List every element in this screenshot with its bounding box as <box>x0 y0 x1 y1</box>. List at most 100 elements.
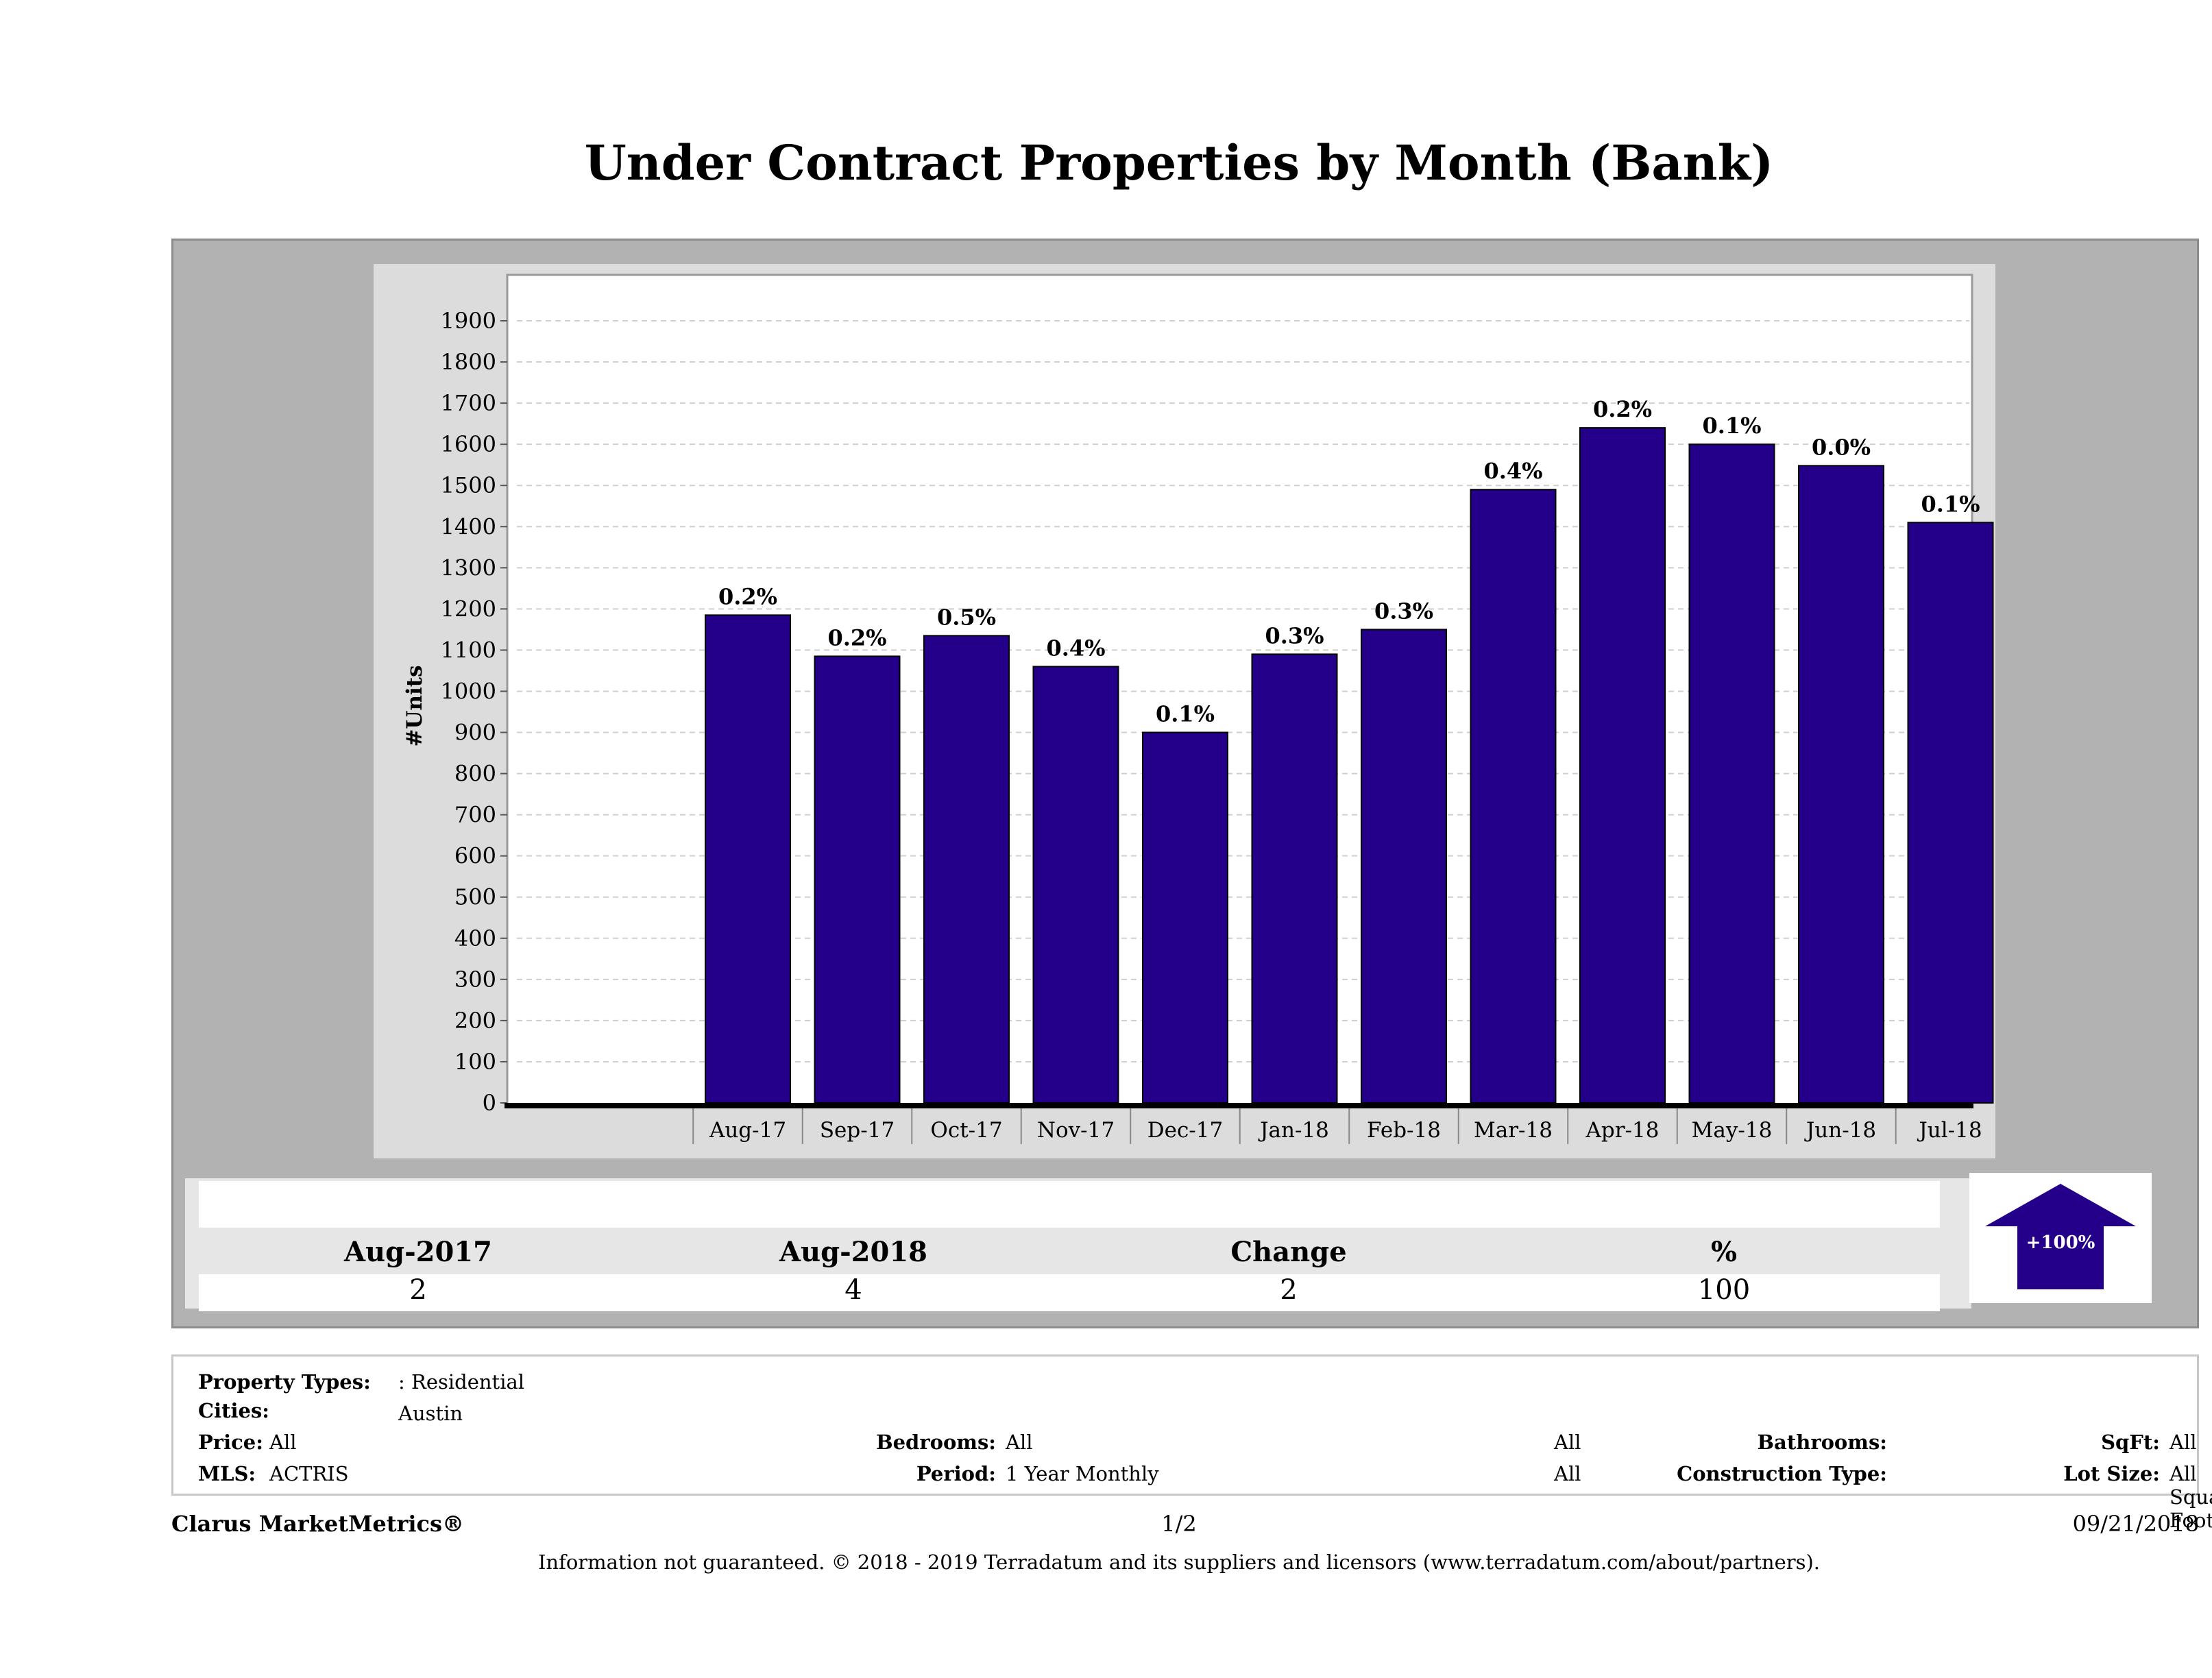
x-tick-label: Jun-18 <box>1804 1118 1876 1143</box>
bar-data-label: 0.2% <box>827 624 886 650</box>
bars: 0.2% 0.2% 0.5% 0.4% 0.1% 0.3% 0.3% 0.4% 0.2% 0.1%… <box>705 396 2103 1104</box>
bar <box>1032 666 1119 1104</box>
bathrooms-label: Bathrooms: <box>1757 1431 1887 1454</box>
y-tick-label: 1500 <box>441 472 496 498</box>
y-tick-label: 300 <box>454 966 496 993</box>
bar-data-label: 0.3% <box>1374 598 1433 624</box>
x-tick-label: Jul-18 <box>1917 1118 1982 1143</box>
footer-date: 09/21/2018 <box>2072 1511 2199 1537</box>
search-criteria: Property Types: : Residential Cities: Au… <box>171 1354 2212 1532</box>
footer-disclaimer: Information not guaranteed. © 2018 - 201… <box>537 1551 1821 1574</box>
property-types-value: : Residential <box>398 1370 525 1394</box>
x-tick-label: Feb-18 <box>1367 1118 1441 1143</box>
y-tick-label: 1800 <box>441 349 496 375</box>
bar <box>1907 522 1994 1104</box>
y-tick-label: 1300 <box>441 555 496 581</box>
y-tick-label: 1600 <box>441 431 496 457</box>
construction-type-label: Construction Type: <box>1677 1462 1887 1485</box>
bar <box>705 614 791 1104</box>
stats-value-row <box>199 1274 1940 1311</box>
stat-header-change: Change <box>1230 1236 1347 1268</box>
y-tick-label: 100 <box>454 1049 496 1075</box>
change-badge-text: +100% <box>2026 1232 2095 1253</box>
bar-data-label: 0.1% <box>1156 701 1215 727</box>
chart-frame: 0 100 200 300 400 500 600 700 800 900 1000 1100 1200… <box>171 239 2199 1328</box>
x-axis: Aug-17 Sep-17 Oct-17 Nov-17 Dec-17 Jan-18 Feb-… <box>505 1103 2115 1144</box>
x-tick-label: Sep-17 <box>820 1118 895 1143</box>
bar <box>1251 653 1338 1104</box>
bar <box>923 635 1010 1104</box>
price-label: Price: <box>198 1431 263 1454</box>
stat-value-change: 2 <box>1280 1274 1298 1306</box>
bedrooms-label: Bedrooms: <box>876 1431 996 1454</box>
bar-data-label: 0.2% <box>718 583 777 609</box>
bar-data-label: 0.0% <box>1812 434 1871 460</box>
stat-header-aug-2018: Aug-2018 <box>779 1236 927 1268</box>
stats-blank-row <box>199 1181 1940 1228</box>
x-tick-label: Jan-18 <box>1258 1118 1329 1143</box>
bar-chart: 0 100 200 300 400 500 600 700 800 900 1000 1100 1200… <box>402 273 2115 1144</box>
y-tick-label: 900 <box>454 720 496 746</box>
x-tick-label: Mar-18 <box>1474 1118 1553 1143</box>
y-tick-label: 1000 <box>441 678 496 704</box>
page-title: Under Contract Properties by Month (Bank… <box>584 134 1774 191</box>
x-tick-label: Dec-17 <box>1147 1118 1223 1143</box>
chart-panel: 0 100 200 300 400 500 600 700 800 900 1000 1100 1200… <box>374 264 2115 1158</box>
footer-brand: Clarus MarketMetrics® <box>171 1511 465 1537</box>
bar <box>814 655 901 1104</box>
bar-data-label: 0.4% <box>1046 635 1105 661</box>
x-tick-label: Oct-17 <box>930 1118 1002 1143</box>
y-tick-label: 200 <box>454 1008 496 1034</box>
bar-data-label: 0.4% <box>1483 458 1542 484</box>
bar <box>1470 489 1557 1104</box>
mls-value: ACTRIS <box>269 1462 349 1485</box>
change-badge: +100% <box>1969 1173 2152 1303</box>
stat-value-aug-2018: 4 <box>844 1274 862 1306</box>
bedrooms-value: All <box>1006 1431 1033 1454</box>
stat-header-aug-2017: Aug-2017 <box>343 1236 492 1268</box>
y-tick-label: 600 <box>454 843 496 869</box>
bar-data-label: 0.1% <box>1921 491 1980 517</box>
y-axis-label: #Units <box>402 665 427 746</box>
bathrooms-value: All <box>1554 1431 1581 1454</box>
y-tick-label: 800 <box>454 761 496 787</box>
construction-type-value: All <box>1554 1462 1581 1485</box>
cities-label: Cities: <box>198 1399 269 1422</box>
bar <box>1142 731 1228 1104</box>
x-tick-label: May-18 <box>1692 1118 1773 1143</box>
x-tick-label: Aug-17 <box>709 1118 786 1143</box>
lot-size-label: Lot Size: <box>2063 1462 2160 1485</box>
footer-page-number: 1/2 <box>1161 1511 1197 1537</box>
bar <box>1361 629 1447 1104</box>
bar-data-label: 0.1% <box>1702 413 1761 439</box>
stat-value-aug-2017: 2 <box>409 1274 427 1306</box>
sqft-label: SqFt: <box>2101 1431 2160 1454</box>
lot-size-value: All Square Footage <box>2170 1462 2212 1532</box>
mls-label: MLS: <box>198 1462 256 1485</box>
y-tick-label: 1200 <box>441 596 496 622</box>
bar <box>1579 427 1666 1104</box>
stats-table: Aug-2017 Aug-2018 Change % 2 4 2 100 <box>185 1178 1971 1311</box>
bar <box>1688 443 1775 1104</box>
cities-value: Austin <box>398 1402 463 1425</box>
x-tick-label: Nov-17 <box>1037 1118 1115 1143</box>
x-tick-label: Apr-18 <box>1585 1118 1660 1143</box>
property-types-label: Property Types: <box>198 1370 371 1394</box>
bar-data-label: 0.5% <box>937 604 996 630</box>
y-tick-label: 1900 <box>441 308 496 334</box>
bar-data-label: 0.2% <box>1593 396 1652 422</box>
period-label: Period: <box>916 1462 996 1485</box>
y-tick-label: 1400 <box>441 513 496 539</box>
y-tick-label: 0 <box>483 1090 496 1116</box>
y-tick-label: 1100 <box>441 637 496 663</box>
y-axis: 0 100 200 300 400 500 600 700 800 900 1000 1100 1200… <box>441 308 507 1116</box>
stat-value-percent: 100 <box>1697 1274 1751 1306</box>
y-tick-label: 700 <box>454 802 496 828</box>
period-value: 1 Year Monthly <box>1006 1462 1159 1485</box>
stat-header-percent: % <box>1710 1236 1737 1268</box>
bar <box>1798 465 1884 1104</box>
bar-data-label: 0.3% <box>1265 622 1324 648</box>
y-tick-label: 1700 <box>441 390 496 416</box>
y-tick-label: 400 <box>454 925 496 951</box>
up-arrow-icon: +100% <box>1985 1184 2136 1289</box>
